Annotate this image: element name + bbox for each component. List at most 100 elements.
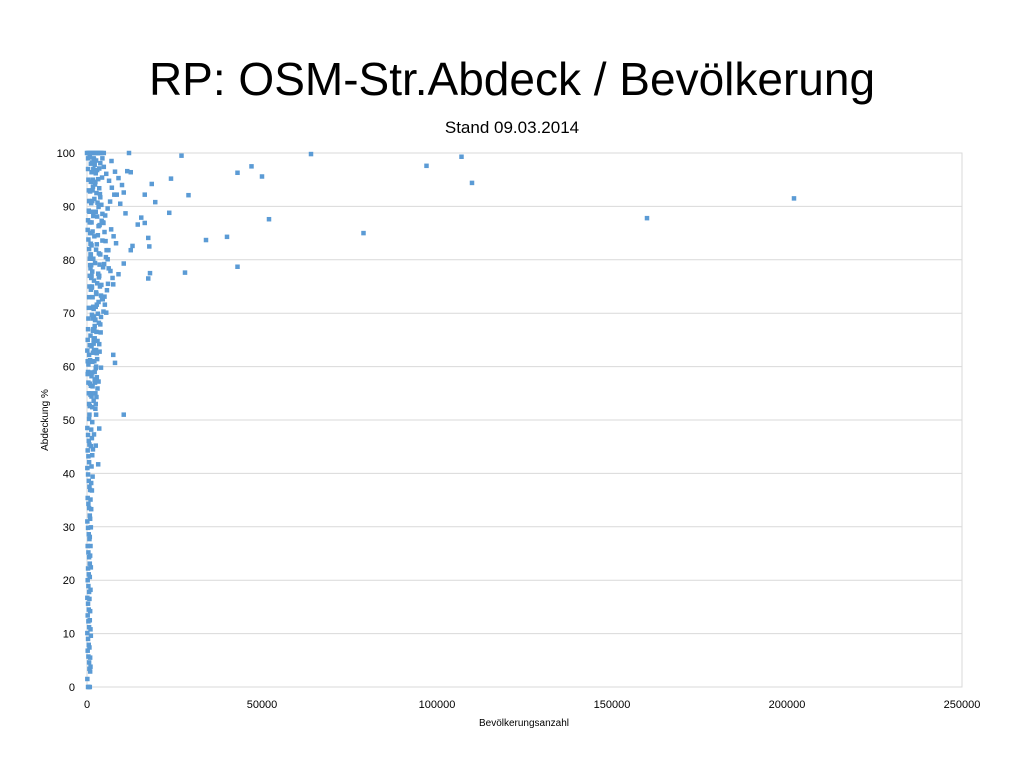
chart-title: RP: OSM-Str.Abdeck / Bevölkerung (148, 53, 876, 105)
data-point (791, 196, 797, 201)
data-point (104, 310, 109, 315)
data-point (90, 404, 95, 410)
data-point (89, 209, 95, 214)
data-point (86, 246, 92, 252)
data-point (86, 550, 91, 555)
data-point (97, 262, 102, 267)
data-point (85, 218, 91, 223)
data-point (99, 218, 104, 224)
data-point (89, 464, 94, 469)
chart-subtitle: Stand 09.03.2014 (444, 118, 580, 137)
data-point (87, 655, 93, 660)
data-point (87, 645, 92, 650)
data-point (87, 596, 92, 602)
data-point (91, 341, 96, 346)
x-axis-ticks: 0 50000 100000 150000 200000 250000 (84, 699, 980, 711)
data-point (88, 587, 93, 593)
data-point (97, 273, 102, 279)
data-point (112, 169, 118, 174)
data-point (93, 209, 98, 214)
data-point (86, 583, 91, 589)
x-tick-label: 100000 (419, 699, 456, 711)
data-point (85, 425, 90, 431)
data-point (259, 174, 265, 179)
data-point (106, 247, 111, 253)
data-point (92, 377, 97, 382)
data-point (88, 391, 94, 396)
data-point (89, 435, 95, 441)
data-point (114, 192, 119, 197)
data-point (95, 462, 101, 467)
data-point (92, 380, 98, 385)
data-point (108, 268, 113, 274)
data-point (644, 215, 650, 221)
data-point (93, 406, 98, 412)
data-point (94, 281, 100, 286)
data-point (90, 229, 95, 234)
data-point (100, 265, 106, 270)
data-point (105, 206, 110, 211)
data-point (94, 242, 100, 247)
data-point (89, 243, 94, 248)
data-point (87, 534, 93, 540)
data-point (85, 566, 91, 571)
data-point (92, 323, 97, 329)
data-point (88, 333, 93, 338)
data-point (87, 516, 93, 522)
data-point (85, 371, 90, 377)
data-point (87, 574, 93, 580)
data-point (90, 452, 95, 458)
data-point (88, 275, 94, 281)
data-point (103, 254, 109, 260)
data-point (97, 341, 102, 347)
data-point (97, 222, 102, 228)
data-point (147, 244, 152, 249)
data-point (106, 178, 112, 184)
data-point (86, 478, 91, 484)
data-point (85, 676, 90, 682)
data-point (99, 202, 104, 208)
data-point (94, 291, 99, 297)
data-point (88, 161, 94, 166)
data-point (130, 243, 135, 249)
data-point (88, 266, 93, 271)
data-point (168, 176, 174, 181)
data-point (87, 684, 93, 690)
data-point (123, 211, 128, 216)
data-point (90, 294, 95, 300)
data-point (90, 184, 96, 189)
data-point (121, 412, 126, 417)
data-point (86, 532, 91, 537)
data-points (84, 150, 797, 690)
data-point (86, 642, 91, 648)
data-point (88, 633, 94, 638)
data-point (235, 170, 240, 176)
data-point (94, 214, 100, 219)
y-tick-label: 100 (57, 148, 75, 160)
y-tick-label: 40 (63, 468, 75, 480)
data-point (97, 185, 102, 191)
data-point (91, 256, 96, 261)
data-point (97, 349, 102, 354)
data-point (105, 281, 111, 287)
data-point (97, 191, 103, 197)
data-point (108, 227, 114, 232)
data-point (99, 175, 105, 180)
data-point (88, 443, 94, 449)
data-point (85, 337, 90, 343)
data-point (90, 474, 95, 479)
data-point (88, 179, 94, 185)
data-point (93, 364, 99, 369)
data-point (92, 260, 98, 266)
data-point (90, 350, 96, 355)
data-point (92, 234, 97, 239)
data-point (100, 238, 105, 243)
data-point (109, 185, 115, 190)
data-point (109, 158, 114, 164)
data-point (94, 356, 100, 362)
data-point (100, 211, 105, 217)
data-point (95, 338, 100, 344)
data-point (85, 613, 90, 618)
data-point (95, 232, 101, 238)
data-point (90, 188, 95, 193)
